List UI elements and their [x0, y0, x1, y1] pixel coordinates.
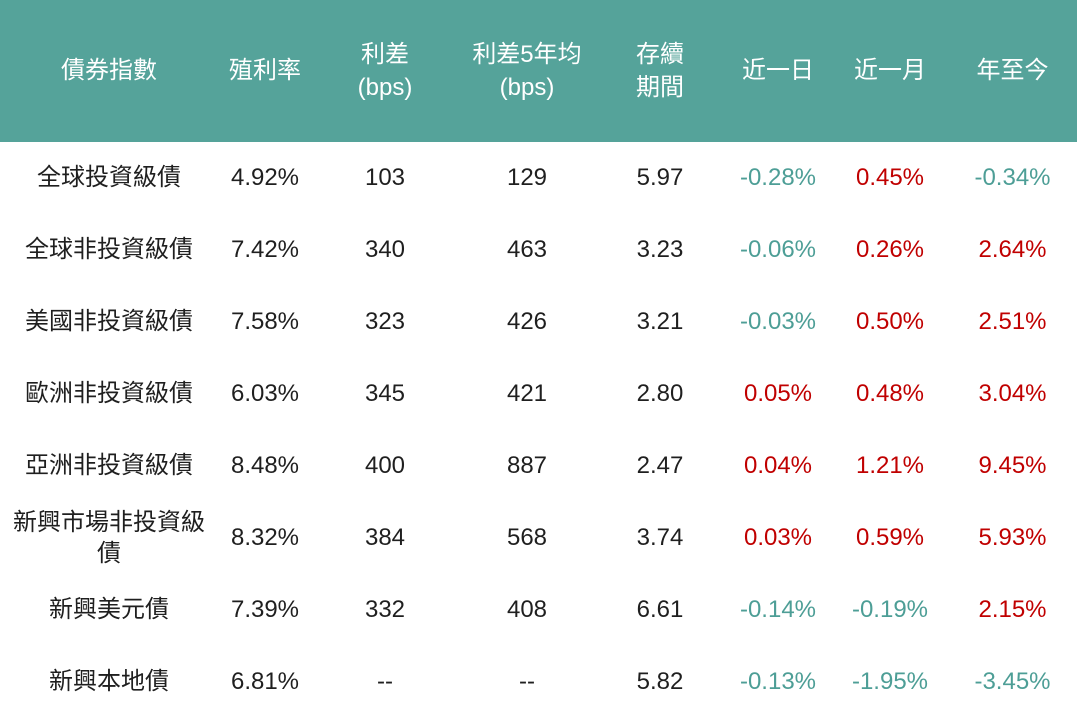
spread-5y-cell: 463	[506, 236, 548, 264]
col-header-yield: 殖利率	[218, 0, 312, 142]
index-name-cell: 新興市場非投資級 債	[13, 508, 205, 567]
table-row: 亞洲非投資級債 8.48% 400 887 2.47 0.04% 1.21% 9…	[0, 430, 1077, 502]
index-name-cell: 全球投資級債	[37, 164, 181, 192]
spread-5y-cell: 408	[506, 596, 548, 624]
duration-cell: 3.21	[636, 308, 684, 336]
table-row: 全球投資級債 4.92% 103 129 5.97 -0.28% 0.45% -…	[0, 142, 1077, 214]
one-day-cell: -0.28%	[739, 164, 817, 192]
table-row: 新興本地債 6.81% -- -- 5.82 -0.13% -1.95% -3.…	[0, 646, 1077, 718]
yield-cell: 6.81%	[230, 668, 300, 696]
col-header-ytd: 年至今	[948, 0, 1077, 142]
ytd-cell: 2.64%	[978, 236, 1047, 264]
one-day-cell: -0.13%	[739, 668, 817, 696]
spread-cell: 323	[364, 308, 406, 336]
one-month-cell: 0.59%	[855, 524, 925, 552]
col-header-one-month: 近一月	[832, 0, 948, 142]
one-month-cell: 0.26%	[855, 236, 925, 264]
spread-5y-cell: 421	[506, 380, 548, 408]
ytd-cell: 2.15%	[978, 596, 1047, 624]
spread-5y-cell: --	[519, 668, 535, 696]
ytd-cell: -0.34%	[974, 164, 1051, 192]
yield-cell: 8.48%	[230, 452, 300, 480]
one-month-cell: -1.95%	[851, 668, 929, 696]
spread-cell: 345	[364, 380, 406, 408]
spread-5y-cell: 129	[506, 164, 548, 192]
one-day-cell: -0.03%	[739, 308, 817, 336]
index-name-cell: 美國非投資級債	[25, 308, 193, 336]
duration-cell: 5.82	[636, 668, 684, 696]
spread-cell: 340	[364, 236, 406, 264]
col-header-duration: 存續 期間	[596, 0, 724, 142]
table-row: 新興美元債 7.39% 332 408 6.61 -0.14% -0.19% 2…	[0, 574, 1077, 646]
index-name-cell: 新興本地債	[49, 668, 169, 696]
spread-cell: 103	[364, 164, 406, 192]
yield-cell: 7.39%	[230, 596, 300, 624]
col-header-index-name: 債券指數	[0, 0, 218, 142]
index-name-cell: 全球非投資級債	[25, 236, 193, 264]
duration-cell: 3.23	[636, 236, 684, 264]
duration-cell: 5.97	[636, 164, 684, 192]
ytd-cell: 2.51%	[978, 308, 1047, 336]
yield-cell: 8.32%	[230, 524, 300, 552]
table-row: 新興市場非投資級 債 8.32% 384 568 3.74 0.03% 0.59…	[0, 502, 1077, 574]
one-month-cell: 1.21%	[855, 452, 925, 480]
header-row: 債券指數 殖利率 利差 (bps) 利差5年均 (bps) 存續 期間 近一日 …	[0, 0, 1077, 142]
ytd-cell: 9.45%	[978, 452, 1047, 480]
duration-cell: 6.61	[636, 596, 684, 624]
duration-cell: 2.80	[636, 380, 684, 408]
spread-cell: 332	[364, 596, 406, 624]
duration-cell: 2.47	[636, 452, 684, 480]
yield-cell: 6.03%	[230, 380, 300, 408]
table-row: 全球非投資級債 7.42% 340 463 3.23 -0.06% 0.26% …	[0, 214, 1077, 286]
ytd-cell: 5.93%	[978, 524, 1047, 552]
one-month-cell: 0.48%	[855, 380, 925, 408]
duration-cell: 3.74	[636, 524, 684, 552]
one-day-cell: -0.06%	[739, 236, 817, 264]
spread-cell: 384	[364, 524, 406, 552]
spread-5y-cell: 568	[506, 524, 548, 552]
one-month-cell: -0.19%	[851, 596, 929, 624]
yield-cell: 7.42%	[230, 236, 300, 264]
spread-5y-cell: 426	[506, 308, 548, 336]
ytd-cell: 3.04%	[978, 380, 1047, 408]
index-name-cell: 亞洲非投資級債	[25, 452, 193, 480]
yield-cell: 4.92%	[230, 164, 300, 192]
col-header-spread: 利差 (bps)	[312, 0, 458, 142]
one-month-cell: 0.45%	[855, 164, 925, 192]
yield-cell: 7.58%	[230, 308, 300, 336]
table-row: 歐洲非投資級債 6.03% 345 421 2.80 0.05% 0.48% 3…	[0, 358, 1077, 430]
index-name-cell: 新興美元債	[49, 596, 169, 624]
one-day-cell: 0.04%	[743, 452, 813, 480]
spread-cell: 400	[364, 452, 406, 480]
table-row: 美國非投資級債 7.58% 323 426 3.21 -0.03% 0.50% …	[0, 286, 1077, 358]
ytd-cell: -3.45%	[974, 668, 1051, 696]
one-day-cell: 0.05%	[743, 380, 813, 408]
col-header-spread-5y: 利差5年均 (bps)	[458, 0, 596, 142]
one-month-cell: 0.50%	[855, 308, 925, 336]
one-day-cell: 0.03%	[743, 524, 813, 552]
one-day-cell: -0.14%	[739, 596, 817, 624]
col-header-one-day: 近一日	[724, 0, 832, 142]
spread-5y-cell: 887	[506, 452, 548, 480]
spread-cell: --	[377, 668, 393, 696]
index-name-cell: 歐洲非投資級債	[25, 380, 193, 408]
